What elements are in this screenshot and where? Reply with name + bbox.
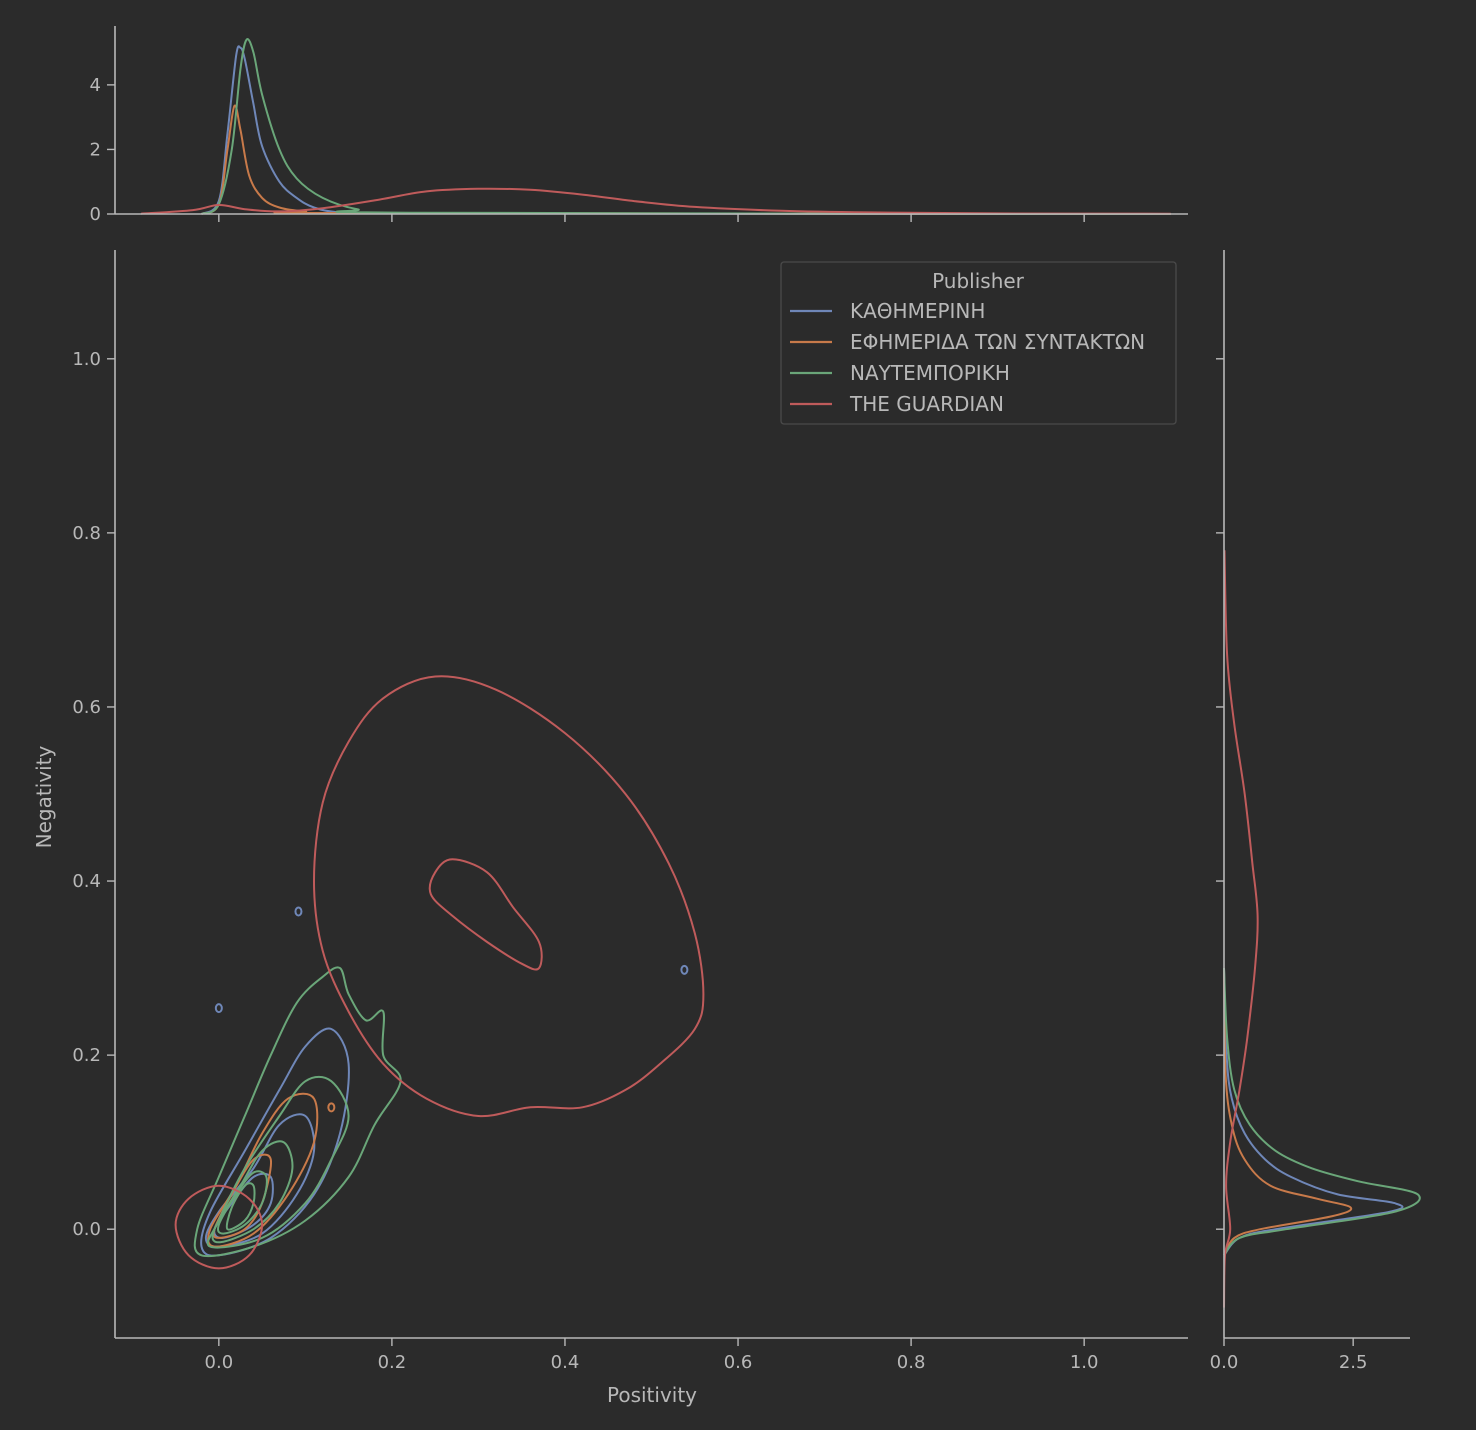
legend-frame	[780, 261, 1177, 425]
y-tick-label: 0.8	[72, 523, 101, 544]
legend-title: Publisher	[932, 269, 1025, 293]
series-0-contour-blob-2	[680, 964, 689, 975]
legend-entry-label: ΕΦΗΜΕΡΙΔΑ ΤΩΝ ΣΥΝΤΑΚΤΩΝ	[850, 330, 1145, 354]
top-y-tick-label: 0	[90, 204, 101, 225]
legend-entry-label: ΚΑΘΗΜΕΡΙΝΗ	[850, 299, 985, 323]
y-tick-label: 0.2	[72, 1045, 101, 1066]
series-0-contour-blob-1	[214, 1003, 223, 1014]
series-2-contour-4	[225, 1182, 256, 1231]
right-x-tick-label: 2.5	[1339, 1352, 1368, 1373]
y-tick-label: 0.0	[72, 1219, 101, 1240]
x-tick-label: 0.8	[897, 1352, 926, 1373]
series-0-contour-1	[204, 1113, 316, 1248]
x-tick-label: 1.0	[1070, 1352, 1099, 1373]
series-0-right-density-line	[1223, 968, 1404, 1256]
series-1-contour-blob-0	[327, 1102, 336, 1113]
right-marginal-panel	[1223, 550, 1421, 1308]
series-3-contour-2	[174, 1184, 264, 1270]
series-3-top-density-line	[140, 187, 1171, 215]
series-2-contour-1	[206, 1075, 350, 1249]
series-1-right-density-line	[1223, 968, 1353, 1256]
series-3-contour-1	[428, 858, 543, 971]
x-tick-label: 0.4	[551, 1352, 580, 1373]
top-marginal-panel	[140, 38, 1171, 215]
series-0-top-density-line	[200, 45, 1171, 215]
main-kde-panel	[174, 675, 705, 1270]
legend-entry-label: ΝΑΥΤΕΜΠΟΡΙΚΗ	[850, 361, 1010, 385]
series-2-right-density-line	[1223, 968, 1421, 1256]
series-3-contour-0	[312, 675, 705, 1118]
series-1-top-density-line	[201, 104, 1171, 215]
legend-entry-label: THE GUARDIAN	[849, 392, 1004, 416]
x-tick-label: 0.0	[205, 1352, 234, 1373]
series-3-right-density-line	[1223, 550, 1259, 1308]
right-x-tick-label: 0.0	[1210, 1352, 1239, 1373]
y-tick-label: 1.0	[72, 349, 101, 370]
top-y-tick-label: 2	[90, 139, 101, 160]
series-0-contour-0	[200, 1027, 350, 1257]
legend: Publisher ΚΑΘΗΜΕΡΙΝΗ ΕΦΗΜΕΡΙΔΑ ΤΩΝ ΣΥΝΤΑΚ…	[780, 261, 1177, 425]
series-0-contour-blob-0	[294, 906, 303, 917]
x-tick-label: 0.2	[378, 1352, 407, 1373]
series-1-contour-0	[207, 1092, 319, 1248]
x-axis-label: Positivity	[607, 1383, 697, 1407]
series-2-contour-3	[216, 1170, 268, 1235]
top-y-tick-label: 4	[90, 75, 101, 96]
series-2-contour-0	[193, 966, 402, 1257]
y-tick-label: 0.6	[72, 697, 101, 718]
x-tick-label: 0.6	[724, 1352, 753, 1373]
series-2-top-density-line	[201, 38, 1171, 215]
y-axis-label: Negativity	[32, 745, 56, 848]
y-tick-label: 0.4	[72, 871, 101, 892]
axes-layer: 0.0 0.2 0.4 0.6 0.8 1.0 0.0 0.2 0.4 0.6 0.8 1.0 0 2 4 0…	[72, 26, 1410, 1373]
